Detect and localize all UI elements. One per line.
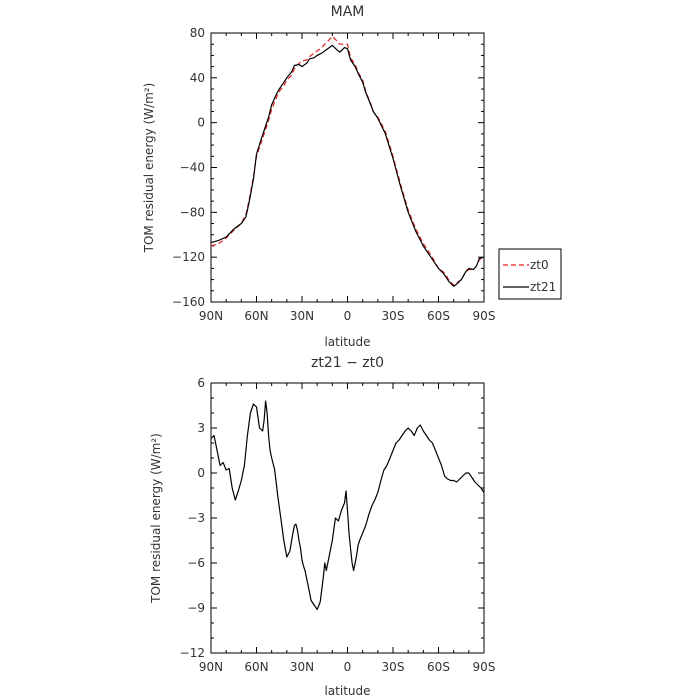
x-tick-label: 0 [344,660,352,674]
series-line-s1 [210,400,485,611]
x-tick-label: 0 [344,309,352,323]
y-tick-label: −40 [180,161,205,175]
x-tick-label: 30N [290,309,314,323]
x-tick-label: 90N [199,660,223,674]
y-tick-label: −12 [180,646,205,660]
x-tick-label: 30S [382,309,405,323]
x-tick-label: 60N [244,660,268,674]
y-tick-label: −120 [172,250,205,264]
y-tick-label: −6 [187,556,205,570]
y-tick-label: −160 [172,295,205,309]
legend-label-zt21: zt21 [530,280,556,294]
x-tick-label: 60S [427,660,450,674]
legend-label-zt0: zt0 [530,258,549,272]
y-axis-label: TOM residual energy (W/m²) [142,83,156,254]
y-tick-label: −3 [187,511,205,525]
x-tick-label: 60S [427,309,450,323]
x-axis-label: latitude [324,335,370,349]
y-axis-label: TOM residual energy (W/m²) [149,433,163,604]
x-axis-label: latitude [324,684,370,698]
y-tick-label: 3 [197,421,205,435]
x-tick-label: 90N [199,309,223,323]
x-tick-label: 60N [244,309,268,323]
y-tick-label: 6 [197,376,205,390]
y-tick-label: −80 [180,205,205,219]
chart-panel-2: zt21 − zt0 90N 60N 30N 0 30S 60S 90S −12 −9 −6 −3 0 3… [149,355,495,698]
x-tick-label: 30S [382,660,405,674]
x-tick-label: 30N [290,660,314,674]
legend-box [498,248,562,300]
legend: zt0 zt21 [498,248,562,300]
y-tick-label: 80 [190,26,205,40]
x-tick-label: 90S [473,309,496,323]
chart-panel-1: MAM 90N 60N 30N 0 30S 60S 90S −160 −120 −80 −40 0 40 8… [142,4,562,349]
chart-title: MAM [331,4,365,20]
y-tick-label: 0 [197,466,205,480]
y-tick-label: −9 [187,601,205,615]
y-tick-label: 40 [190,71,205,85]
plot-frame [210,32,485,303]
x-tick-label: 90S [473,660,496,674]
series-line-zt21 [210,44,485,287]
series-line-zt0 [210,35,485,286]
chart-title: zt21 − zt0 [311,355,384,371]
y-tick-label: 0 [197,116,205,130]
